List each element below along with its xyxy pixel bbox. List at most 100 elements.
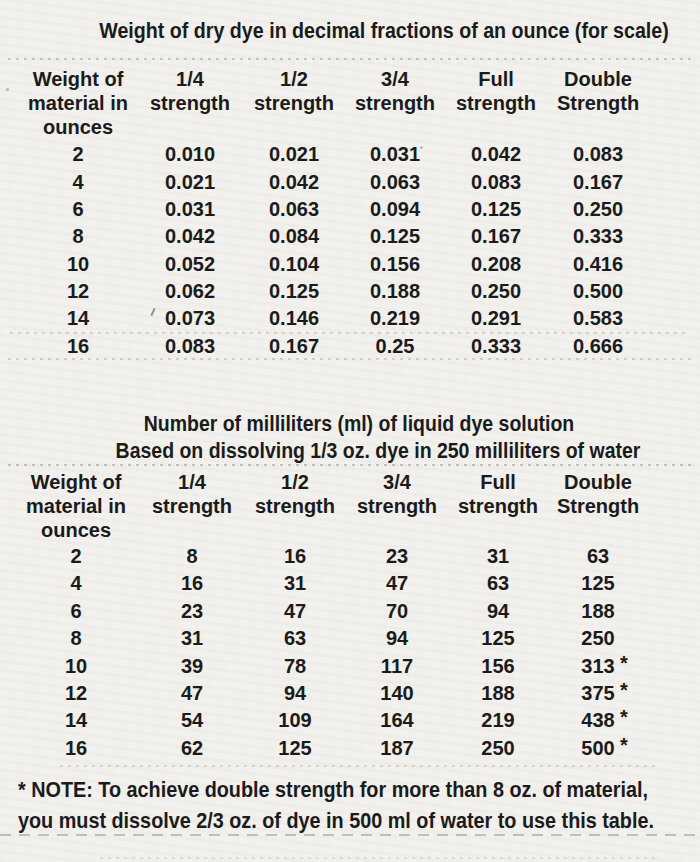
table-cell: 70 <box>346 600 448 623</box>
table-row: 2816233163 <box>12 543 648 570</box>
double-strength-asterisk: * <box>620 652 628 675</box>
table-cell: 6 <box>12 198 144 221</box>
scan-artifact-dotted-line <box>8 58 692 60</box>
scan-artifact-dotted-line <box>8 358 692 360</box>
table-cell: 63 <box>448 572 548 595</box>
double-strength-asterisk: * <box>620 706 628 729</box>
table-cell: 16 <box>140 572 244 595</box>
table-cell: 313* <box>548 655 648 678</box>
table-cell: 125 <box>244 737 346 760</box>
table-cell: 0.021 <box>236 143 352 166</box>
table-cell: 0.042 <box>438 143 554 166</box>
table-row: 103978117156313* <box>12 652 648 679</box>
table-cell: 156 <box>448 655 548 678</box>
table-cell: 62 <box>140 737 244 760</box>
table1-header: Weight ofmaterial inounces1/4strength1/2… <box>12 67 642 139</box>
table-cell: 31 <box>140 627 244 650</box>
table-cell: 16 <box>244 545 346 568</box>
table-cell: 94 <box>448 600 548 623</box>
column-header: Weight ofmaterial inounces <box>12 470 140 542</box>
table-row: 100.0520.1040.1560.2080.416 <box>12 250 642 277</box>
table-cell: 164 <box>346 709 448 732</box>
table-cell: 16 <box>12 737 140 760</box>
scan-artifact-dotted-line <box>8 464 696 466</box>
table-cell: 0.291 <box>438 307 554 330</box>
table-cell: 0.666 <box>554 335 642 358</box>
table-row: 80.0420.0840.1250.1670.333 <box>12 223 642 250</box>
table-cell: 0.250 <box>554 198 642 221</box>
table-cell: 0.125 <box>438 198 554 221</box>
table-row: 20.0100.0210.0310.0420.083 <box>12 141 642 168</box>
table-row: 40.0210.0420.0630.0830.167 <box>12 168 642 195</box>
column-header: Weight ofmaterial inounces <box>12 67 144 139</box>
table-cell: 2 <box>12 143 144 166</box>
table-cell: 0.25 <box>352 335 438 358</box>
table-cell: 375* <box>548 682 648 705</box>
table-cell: 0.125 <box>352 225 438 248</box>
table-cell: 0.250 <box>438 280 554 303</box>
table-cell: 188 <box>548 600 648 623</box>
table-cell: 0.042 <box>236 171 352 194</box>
table-cell: 0.062 <box>144 280 236 303</box>
table2-subtitle: Based on dissolving 1/3 oz. dye in 250 m… <box>116 437 641 465</box>
table-cell: 0.083 <box>144 335 236 358</box>
table-cell: 0.188 <box>352 280 438 303</box>
table-cell: 31 <box>448 545 548 568</box>
note-line2: you must dissolve 2/3 oz. of dye in 500 … <box>18 805 654 836</box>
table-cell: 0.073 <box>144 307 236 330</box>
scan-artifact-ghost-text <box>100 857 660 859</box>
table-cell: 12 <box>12 280 144 303</box>
table-cell: 14 <box>12 709 140 732</box>
table-cell: 47 <box>244 600 346 623</box>
scanned-dye-table-page: { "page": { "background_color": "#f1f0ec… <box>0 0 700 862</box>
table-row: 60.0310.0630.0940.1250.250 <box>12 196 642 223</box>
table-cell: 125 <box>448 627 548 650</box>
column-header: 1/4strength <box>144 67 236 139</box>
column-header: 1/2strength <box>236 67 352 139</box>
table-cell: 117 <box>346 655 448 678</box>
table-cell: 0.583 <box>554 307 642 330</box>
table-cell: 54 <box>140 709 244 732</box>
table-cell: 31 <box>244 572 346 595</box>
table-cell: 47 <box>346 572 448 595</box>
table-cell: 23 <box>140 600 244 623</box>
table-cell: 187 <box>346 737 448 760</box>
table-cell: 8 <box>12 225 144 248</box>
table-cell: 10 <box>12 655 140 678</box>
table-cell: 94 <box>244 682 346 705</box>
table-cell: 16 <box>12 335 144 358</box>
table-cell: 438* <box>548 709 648 732</box>
table-cell: 250 <box>448 737 548 760</box>
column-header: Fullstrength <box>438 67 554 139</box>
table-cell: 0.500 <box>554 280 642 303</box>
table-cell: 0.083 <box>554 143 642 166</box>
table-cell: 10 <box>12 253 144 276</box>
table-cell: 0.104 <box>236 253 352 276</box>
table-cell: 0.031 <box>144 198 236 221</box>
table-cell: 2 <box>12 545 140 568</box>
table2-title: Number of milliliters (ml) of liquid dye… <box>144 410 575 438</box>
table1-body: 20.0100.0210.0310.0420.08340.0210.0420.0… <box>12 141 642 360</box>
table-cell: 0.208 <box>438 253 554 276</box>
table-cell: 188 <box>448 682 548 705</box>
table-cell: 78 <box>244 655 346 678</box>
table-cell: 0.167 <box>236 335 352 358</box>
scan-artifact-speck <box>6 88 9 91</box>
table-row: 416314763125 <box>12 570 648 597</box>
table-cell: 125 <box>548 572 648 595</box>
column-header: 1/4strength <box>140 470 244 542</box>
table-cell: 0.156 <box>352 253 438 276</box>
scan-artifact-speck <box>420 146 423 149</box>
table-row: 140.0730.1460.2190.2910.583 <box>12 305 642 332</box>
column-header: 1/2strength <box>244 470 346 542</box>
table-cell: 0.042 <box>144 225 236 248</box>
table-cell: 0.021 <box>144 171 236 194</box>
table-row: 1662125187250500* <box>12 735 648 762</box>
table-cell: 0.094 <box>352 198 438 221</box>
double-strength-note: * NOTE: To achieve double strength for m… <box>18 774 654 836</box>
table-cell: 219 <box>448 709 548 732</box>
table-cell: 47 <box>140 682 244 705</box>
table-cell: 0.063 <box>236 198 352 221</box>
table-cell: 0.084 <box>236 225 352 248</box>
table-cell: 0.146 <box>236 307 352 330</box>
